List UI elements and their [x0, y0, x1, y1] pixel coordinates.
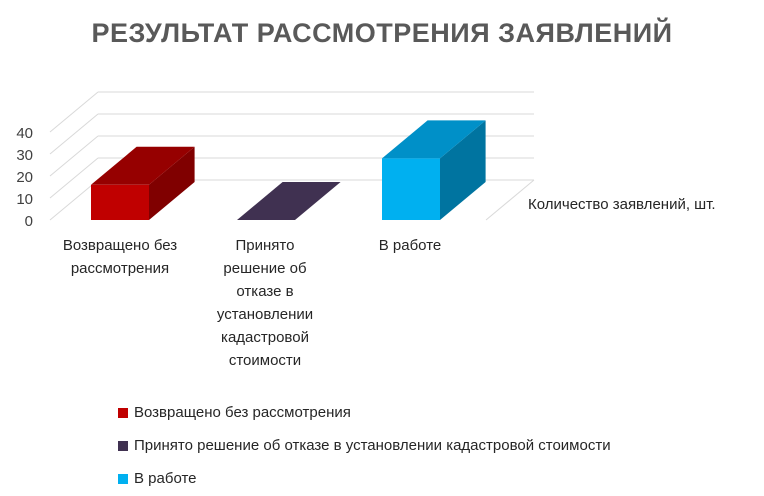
legend-item-in-progress: В работе — [118, 462, 611, 495]
floor-edge — [485, 179, 535, 221]
legend-swatch — [118, 473, 128, 484]
legend-item-returned: Возвращено без рассмотрения — [118, 396, 611, 429]
bar-top — [382, 120, 486, 159]
bar-front — [382, 158, 440, 220]
series-axis-label: Количество заявлений, шт. — [528, 196, 716, 213]
legend-label: Возвращено без рассмотрения — [134, 404, 351, 421]
y-tick-label: 40 — [16, 125, 33, 142]
gridline-side — [49, 179, 99, 221]
legend: Возвращено без рассмотрения Принято реше… — [118, 396, 611, 495]
y-tick-label: 20 — [16, 169, 33, 186]
category-label-in-progress: В работе — [355, 234, 465, 257]
y-tick-label: 0 — [25, 213, 33, 230]
gridline-side — [49, 113, 99, 155]
category-label-refused: Принято решение об отказе в установлении… — [200, 234, 330, 372]
gridline-side — [49, 157, 99, 199]
category-label-line: Возвращено без — [62, 237, 178, 254]
legend-swatch — [118, 440, 128, 451]
legend-swatch — [118, 407, 128, 418]
gridline-side — [49, 91, 99, 133]
category-label-line: В работе — [378, 237, 442, 254]
category-label-line: кадастровой — [221, 329, 309, 346]
y-tick-label: 10 — [16, 191, 33, 208]
gridline-side — [49, 135, 99, 177]
bar-side — [295, 181, 341, 220]
category-label-line: отказе в — [236, 283, 294, 300]
bar-top — [91, 146, 195, 185]
y-tick-label: 30 — [16, 147, 33, 164]
legend-item-refused: Принято решение об отказе в установлении… — [118, 429, 611, 462]
category-label-line: решение об — [223, 260, 307, 277]
bar-side — [440, 120, 486, 220]
category-label-line: стоимости — [228, 352, 302, 369]
category-label-returned: Возвращено без рассмотрения — [50, 234, 190, 280]
legend-label: В работе — [134, 470, 197, 487]
category-label-line: рассмотрения — [70, 260, 170, 277]
bar-top — [237, 181, 341, 220]
bar-front — [91, 184, 149, 220]
category-label-line: установлении — [216, 306, 314, 323]
category-label-line: Принято — [235, 237, 295, 254]
chart-title: РЕЗУЛЬТАТ РАССМОТРЕНИЯ ЗАЯВЛЕНИЙ — [91, 18, 673, 48]
legend-label: Принято решение об отказе в установлении… — [134, 437, 611, 454]
bar-side — [149, 146, 195, 220]
